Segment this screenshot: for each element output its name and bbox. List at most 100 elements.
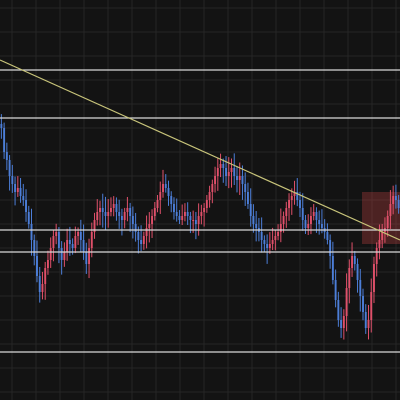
candle-body — [16, 188, 19, 192]
candle-body — [205, 200, 208, 208]
candle — [137, 226, 140, 254]
candle-body — [279, 224, 282, 232]
candle-body — [101, 208, 104, 212]
candle-body — [0, 124, 3, 128]
candle-body — [192, 220, 195, 221]
candle-body — [200, 212, 203, 216]
candle-body — [99, 208, 101, 212]
candle — [129, 202, 132, 232]
candle — [5, 142, 8, 171]
candle — [11, 164, 14, 193]
candle-body — [268, 244, 271, 248]
candle — [175, 198, 178, 222]
candle-body — [74, 236, 77, 248]
trend-line[interactable] — [0, 59, 400, 241]
candle — [16, 176, 19, 197]
candle-body — [249, 204, 252, 216]
candle-body — [315, 212, 318, 220]
candle — [285, 201, 288, 228]
candle — [211, 179, 214, 204]
candle — [186, 202, 189, 225]
candle — [353, 250, 356, 271]
candle — [268, 232, 271, 254]
candle — [312, 204, 315, 221]
candle-body — [3, 128, 6, 152]
candle — [57, 227, 60, 264]
candle — [170, 191, 173, 213]
candle-body — [356, 264, 359, 280]
candle — [397, 194, 400, 214]
candle — [101, 193, 104, 228]
candle-body — [41, 284, 44, 292]
candle-body — [362, 296, 364, 312]
candle-body — [216, 168, 219, 176]
candle — [367, 304, 370, 340]
candle — [214, 166, 217, 193]
candle — [131, 206, 134, 239]
candle — [296, 178, 299, 207]
candle-body — [331, 256, 334, 280]
candle-body — [271, 240, 274, 244]
candle — [222, 158, 225, 183]
candle-body — [373, 264, 375, 292]
candle-body — [337, 300, 340, 320]
candle — [153, 201, 156, 221]
trend-line-group[interactable] — [0, 59, 400, 241]
candle-body — [312, 212, 315, 216]
candle — [38, 266, 41, 303]
candle — [183, 203, 186, 222]
candle-body — [129, 208, 132, 216]
candle-body — [71, 244, 74, 248]
candle — [112, 196, 115, 217]
candle-body — [214, 176, 217, 184]
candle — [93, 212, 96, 239]
candle-body — [14, 184, 17, 192]
candle-body — [93, 220, 96, 232]
candle — [288, 193, 290, 221]
candle-body — [82, 240, 85, 252]
candle-body — [115, 204, 118, 212]
candle — [46, 250, 49, 275]
candle — [216, 157, 219, 191]
candle-body — [290, 196, 293, 200]
candle — [359, 268, 362, 312]
candle-body — [260, 232, 263, 240]
candle — [44, 261, 47, 300]
candle-body — [77, 232, 80, 236]
candle — [110, 197, 112, 217]
candle-body — [126, 208, 129, 212]
candle — [277, 224, 280, 241]
candle-body — [164, 184, 167, 188]
candle-body — [329, 240, 332, 256]
candle-body — [203, 208, 206, 212]
candle — [225, 156, 227, 186]
candle-body — [274, 236, 277, 240]
candle — [326, 223, 329, 245]
candle-body — [38, 276, 41, 292]
candle — [373, 256, 375, 304]
candle — [55, 223, 58, 245]
candle-body — [173, 204, 175, 212]
candle-body — [167, 188, 170, 196]
candle-body — [310, 216, 312, 224]
candle-body — [277, 232, 280, 236]
candle-body — [11, 176, 14, 184]
candle-body — [301, 208, 304, 220]
candle-body — [60, 248, 63, 260]
candle — [79, 219, 82, 252]
candle — [364, 304, 367, 334]
candle — [63, 242, 66, 267]
candle-body — [244, 184, 247, 192]
candle — [375, 242, 378, 277]
candle-body — [381, 232, 384, 240]
candle-body — [233, 168, 236, 176]
horizontal-levels[interactable] — [0, 69, 400, 353]
candle — [299, 191, 301, 218]
candle — [49, 237, 52, 268]
candle — [99, 200, 101, 226]
candle — [244, 172, 247, 206]
candle — [33, 234, 36, 266]
